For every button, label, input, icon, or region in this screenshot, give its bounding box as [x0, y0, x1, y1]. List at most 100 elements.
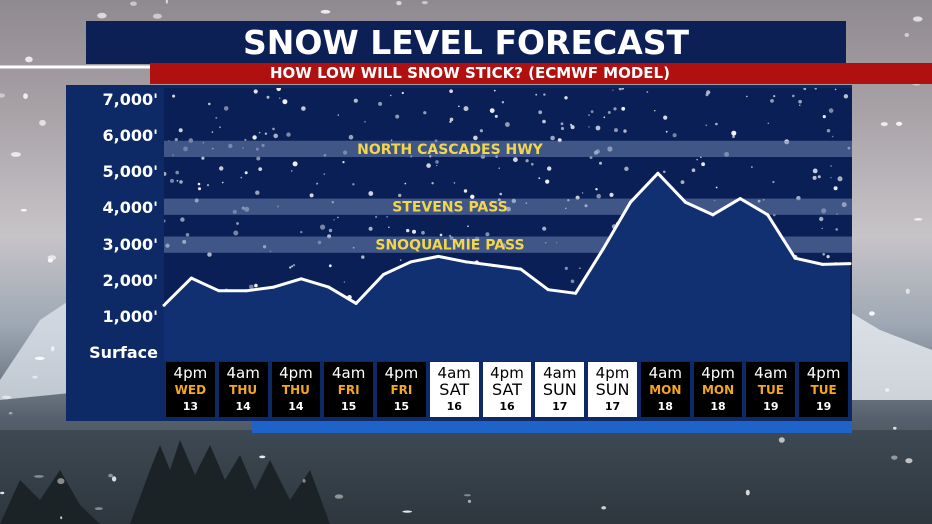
snowflake [97, 12, 107, 19]
snowflake [463, 494, 471, 497]
snowflake [219, 126, 221, 129]
snowflake [772, 180, 775, 184]
y-tick-label: 3,000' [102, 234, 158, 254]
x-tick-date: 19 [763, 400, 779, 413]
snowflake [538, 177, 541, 180]
snowflake [286, 132, 291, 137]
snowflake [812, 168, 818, 174]
snowflake [731, 130, 737, 136]
snowflake [601, 506, 607, 510]
data-point [436, 254, 440, 258]
x-axis-day: 4am TUE 19 [746, 362, 796, 417]
snowflake [905, 458, 913, 464]
x-tick-time: 4am [648, 364, 682, 382]
x-tick-day: FRI [390, 383, 413, 397]
x-tick-day: SAT [439, 380, 470, 399]
snowflake [542, 119, 546, 124]
x-tick-time: 4pm [490, 364, 524, 382]
x-axis-day: 4am FRI 15 [324, 362, 374, 417]
snowflake [439, 233, 443, 237]
y-tick-label: 7,000' [102, 90, 158, 109]
x-axis-day: 4pm MON 18 [693, 362, 743, 417]
snowflake [399, 259, 402, 261]
snowflake [545, 179, 550, 184]
snowflake [47, 258, 54, 263]
snowflake [715, 122, 718, 126]
snowflake [328, 228, 333, 233]
snowflake [180, 217, 185, 222]
snowflake [253, 89, 258, 94]
snowflake [905, 288, 910, 294]
x-tick-date: 16 [499, 400, 515, 413]
snowflake [259, 455, 266, 459]
x-tick-date: 14 [288, 400, 304, 413]
snowflake [904, 33, 910, 37]
snowflake [821, 227, 823, 230]
snowflake [348, 134, 354, 140]
snowflake [178, 128, 183, 133]
snowflake [732, 135, 735, 138]
snowflake [23, 93, 28, 99]
snowflake [292, 161, 298, 167]
snowflake [773, 95, 776, 98]
snowflake [300, 230, 303, 234]
data-point [574, 291, 578, 295]
snowflake [302, 479, 306, 483]
snowflake [343, 281, 346, 283]
background-snowflakes [0, 12, 913, 520]
snowflake [812, 175, 817, 180]
snowflake [501, 101, 505, 104]
x-tick-time: 4pm [595, 364, 630, 382]
snowflake [264, 132, 268, 135]
snowflake [236, 222, 239, 225]
snowflake [20, 208, 27, 212]
snowflake [624, 166, 629, 171]
data-point [601, 247, 605, 251]
snowflake [273, 133, 279, 139]
snowflake [590, 110, 594, 113]
snowflake [663, 115, 668, 120]
data-point [546, 288, 550, 292]
snowflake [176, 179, 179, 182]
snowflake [282, 99, 288, 105]
snowflake [696, 158, 698, 161]
snowflake [834, 88, 837, 91]
snowflake [292, 264, 296, 267]
y-tick-label: Surface [89, 343, 158, 362]
data-point [766, 213, 770, 217]
snowflake [309, 193, 314, 198]
snowflake [368, 191, 374, 196]
snowflake [449, 89, 453, 93]
data-point [299, 277, 303, 281]
snowflake [463, 106, 469, 112]
snowflake [448, 234, 452, 237]
snow-level-line [164, 171, 851, 307]
snowflake [588, 114, 590, 116]
snowflake [258, 167, 263, 172]
snowflake [595, 188, 598, 191]
x-tick-day: SUN [542, 380, 577, 399]
y-tick-label: 5,000' [102, 162, 158, 182]
x-tick-day: FRI [337, 383, 360, 397]
data-point [354, 301, 358, 305]
pass-label: STEVENS PASS [392, 200, 508, 216]
snowflake [691, 168, 696, 172]
snowflake [423, 111, 427, 115]
x-axis-day: 4pm TUE 19 [799, 362, 848, 417]
snowflake [880, 122, 888, 127]
snowflake [164, 219, 166, 223]
snowflake [0, 491, 5, 495]
snowflake [108, 473, 113, 478]
data-point [821, 262, 825, 266]
snowflake [301, 106, 306, 111]
snowflake [272, 127, 275, 131]
x-tick-date: 15 [393, 400, 410, 413]
snowflake [494, 114, 498, 118]
snowflake [770, 99, 774, 103]
snowflake [404, 182, 407, 185]
snowflake [614, 128, 618, 133]
snowflake [249, 284, 254, 290]
x-tick-day: MON [649, 383, 682, 397]
snowflake [164, 171, 167, 176]
x-tick-date: 13 [182, 400, 199, 413]
